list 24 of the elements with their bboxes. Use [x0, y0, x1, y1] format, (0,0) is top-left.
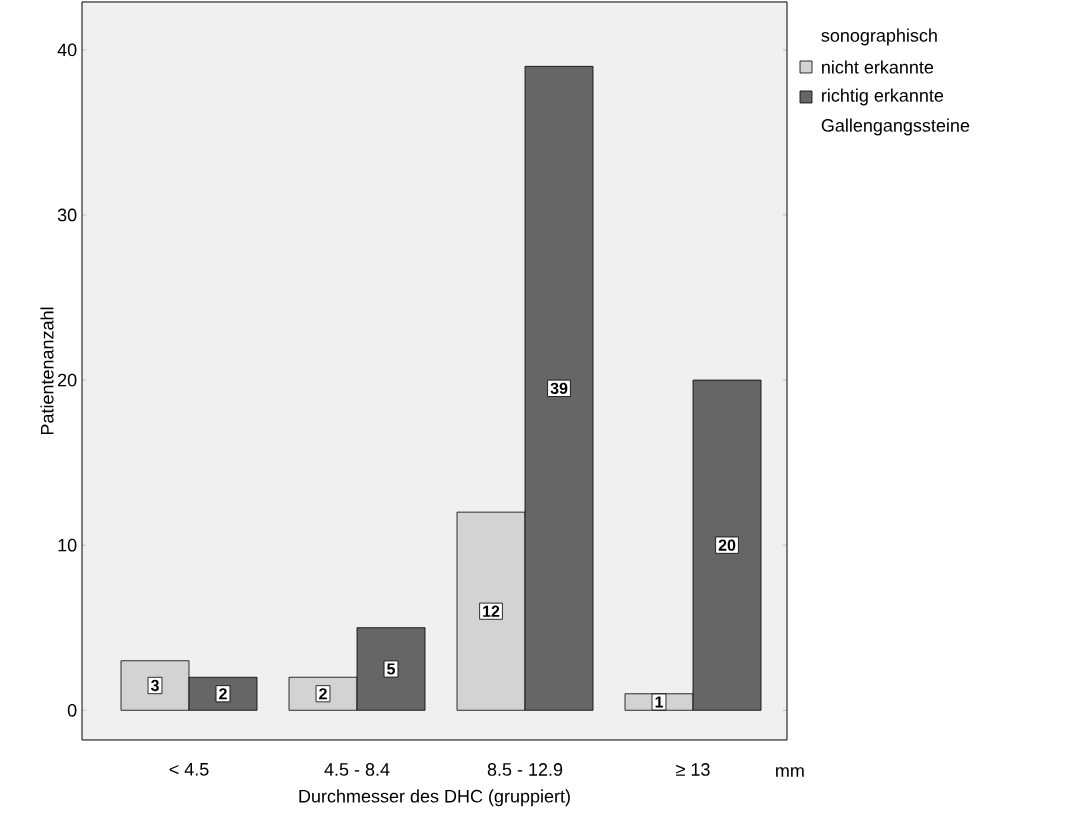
text: Gallengangssteine — [821, 118, 970, 136]
data-label: 3 — [150, 679, 159, 692]
y-tick-label: 10 — [58, 538, 77, 552]
data-label: 5 — [387, 663, 396, 675]
x-tick-label: ≥ 13 — [676, 763, 710, 776]
legend-label: richtig erkannte — [822, 88, 944, 106]
legend-label: nicht erkannte — [822, 60, 934, 74]
legend-title: sonographisch — [821, 28, 937, 46]
x-tick-label: < 4.5 — [169, 763, 209, 776]
data-label: 39 — [550, 382, 568, 394]
x-tick-label: 8.5 - 12.9 — [487, 763, 563, 776]
text: mm — [776, 767, 804, 777]
y-tick-label: 0 — [67, 703, 77, 717]
data-label: 1 — [655, 696, 664, 708]
y-tick-label: 40 — [57, 43, 77, 57]
data-label: 20 — [718, 539, 736, 551]
y-tick-label: 20 — [58, 373, 77, 387]
data-label: 2 — [319, 688, 327, 700]
y-tick-label: 30 — [57, 208, 77, 222]
y-axis-title: Patientenanzahl — [40, 307, 54, 435]
x-tick-label: 4.5 - 8.4 — [324, 763, 390, 776]
data-label: 12 — [483, 605, 500, 617]
data-label: 2 — [219, 688, 227, 700]
x-axis-title: Durchmesser des DHC (gruppiert) — [299, 789, 570, 807]
